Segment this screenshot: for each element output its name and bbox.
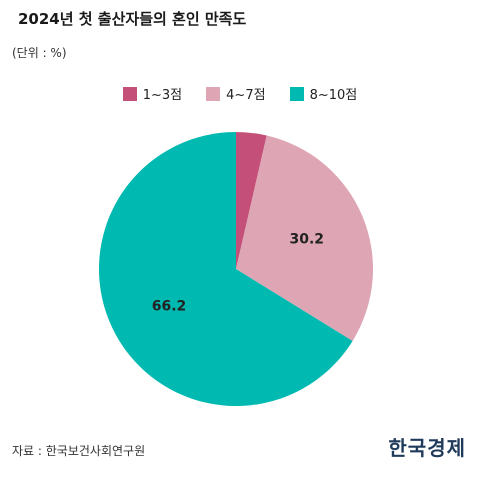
legend-label-8-10: 8~10점	[309, 88, 358, 103]
publisher-logo: 한국경제	[388, 436, 466, 460]
legend-label-4-7: 4~7점	[226, 88, 266, 103]
pie-slice-1-3	[236, 132, 267, 269]
legend-item-8-10: 8~10점	[289, 84, 358, 103]
chart-title: 2024년 첫 출산자들의 혼인 만족도	[18, 10, 247, 28]
legend-label-1-3: 1~3점	[142, 88, 183, 103]
data-label-4-7: 30.2	[290, 231, 325, 247]
pie-slice-4-7	[236, 135, 373, 341]
pie-slice-8-10	[98, 132, 353, 406]
legend: 1~3점 4~7점 8~10점	[0, 84, 480, 103]
legend-item-4-7: 4~7점	[206, 84, 266, 103]
data-label-8-10: 66.2	[152, 298, 187, 314]
unit-label: (단위 : %)	[12, 46, 67, 60]
legend-swatch-1-3	[122, 86, 137, 101]
legend-swatch-8-10	[289, 86, 304, 101]
source-note: 자료 : 한국보건사회연구원	[12, 444, 146, 458]
legend-item-1-3: 1~3점	[122, 84, 183, 103]
legend-swatch-4-7	[206, 86, 221, 101]
